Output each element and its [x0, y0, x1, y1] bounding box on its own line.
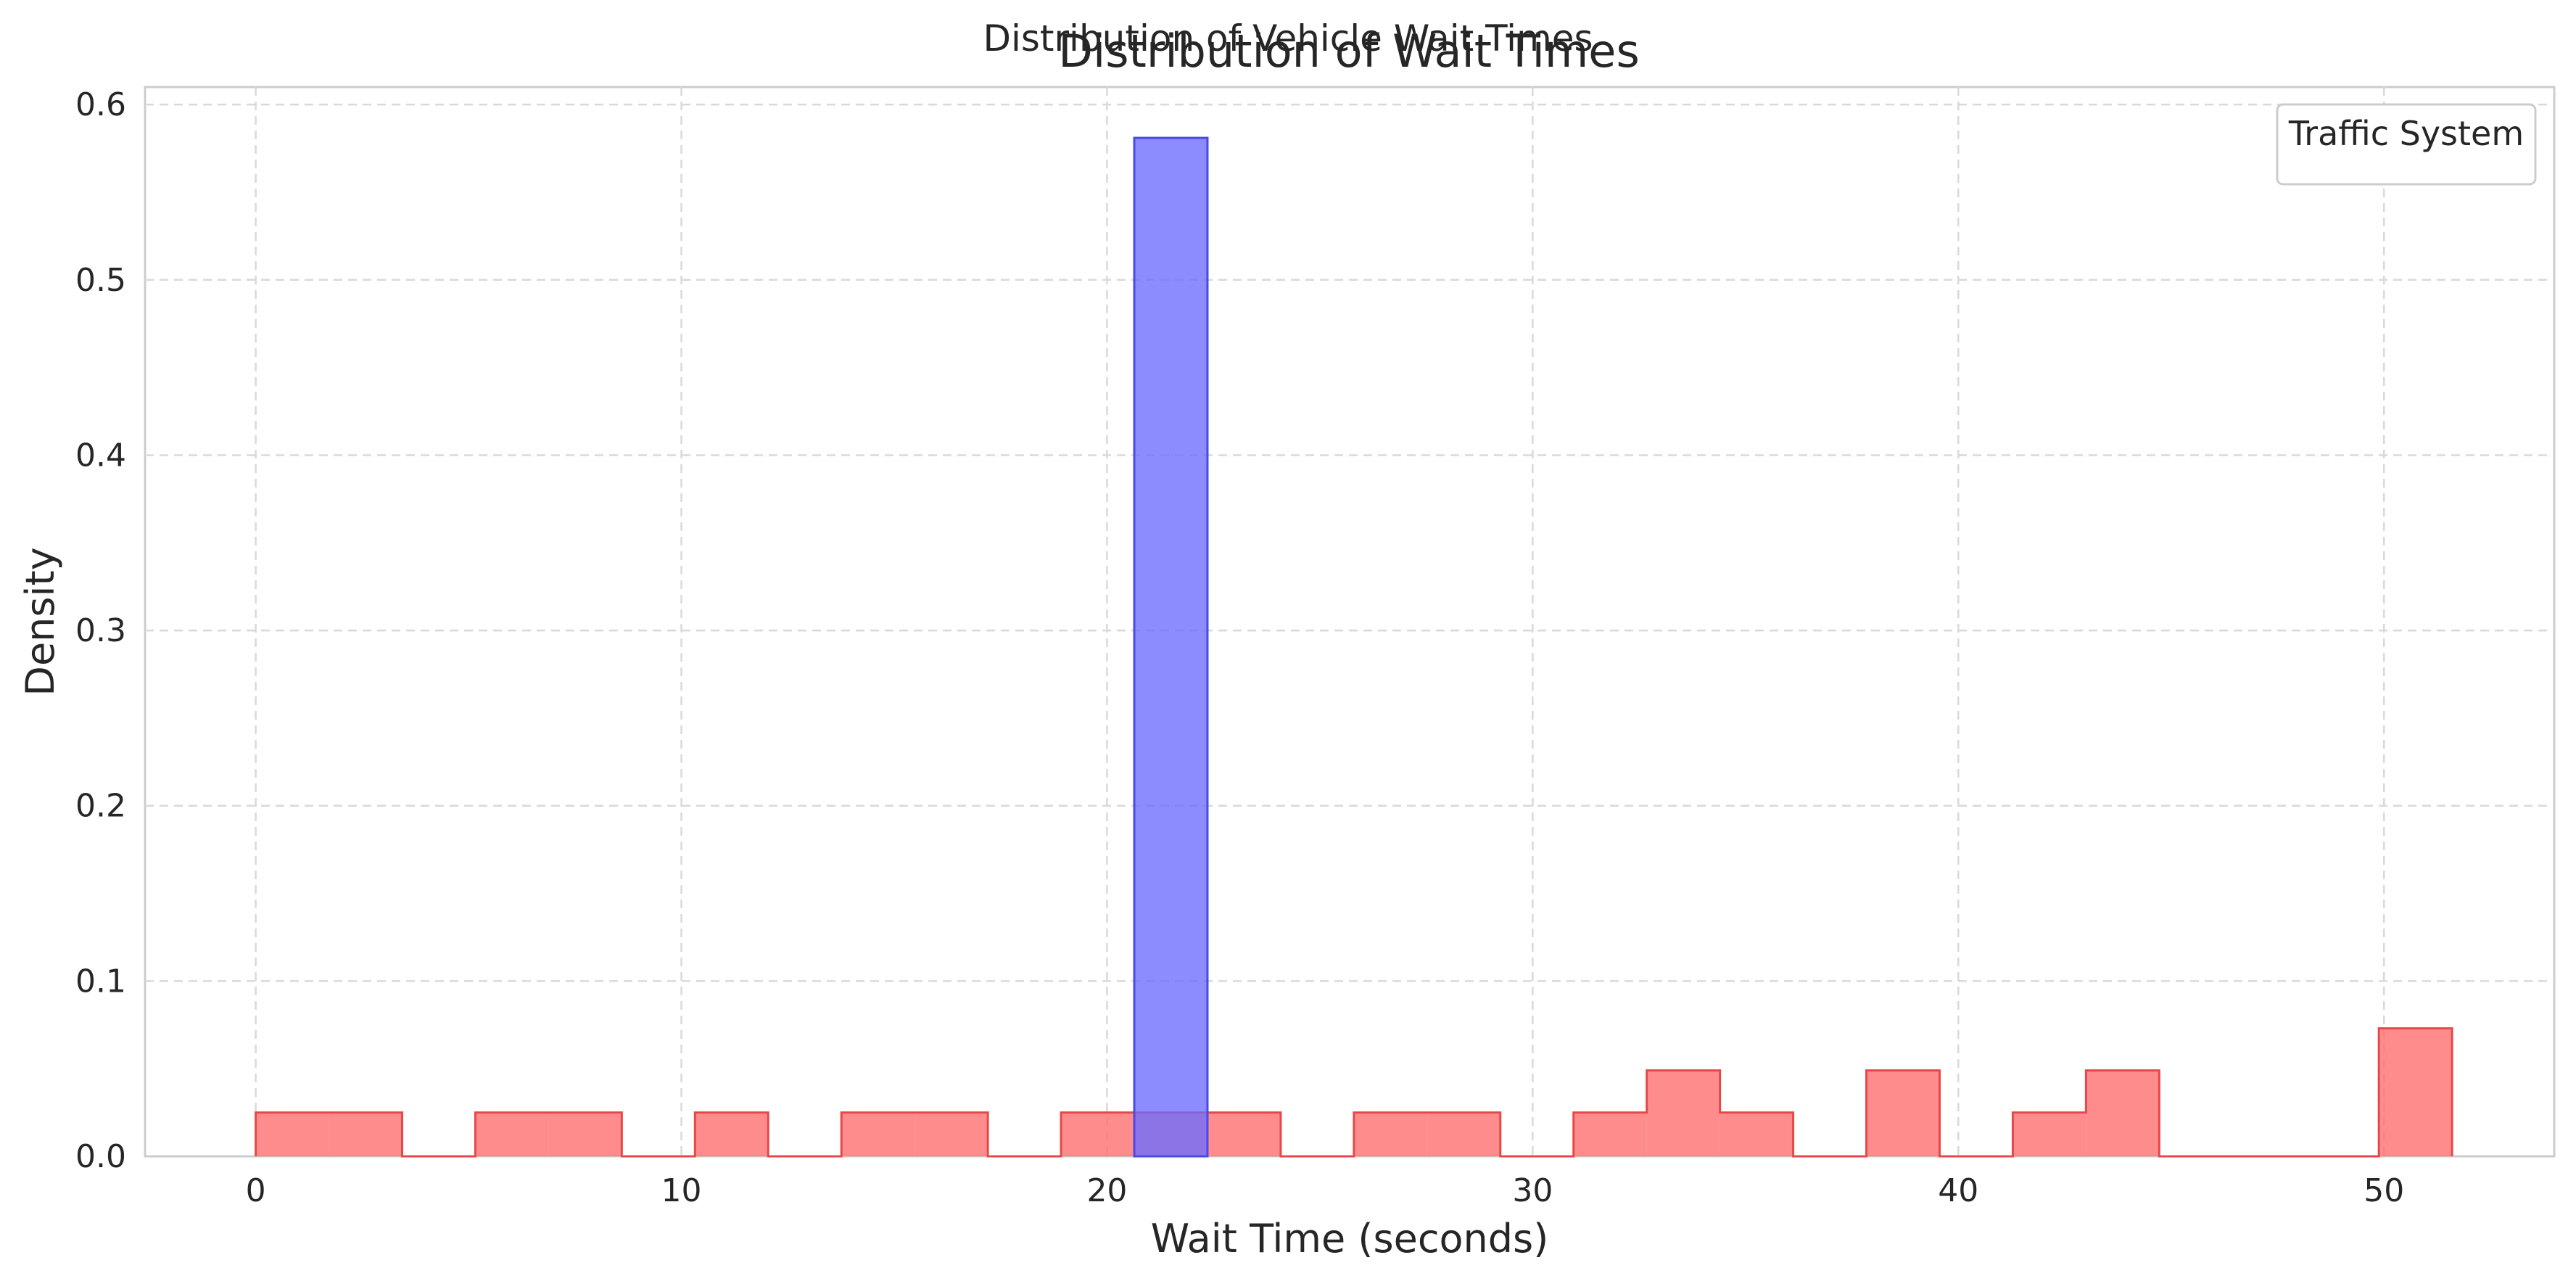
x-tick-label: 0	[246, 1172, 266, 1209]
x-tick-label: 40	[1938, 1172, 1978, 1209]
histogram-bin	[1720, 1112, 1793, 1156]
histogram-bin	[255, 1112, 329, 1156]
histogram-bin	[915, 1112, 988, 1156]
y-axis-label: Density	[17, 547, 63, 696]
histogram-bars	[255, 136, 2453, 1158]
histogram-outline	[255, 1027, 2453, 1158]
gridlines	[145, 87, 2554, 1156]
histogram-bin	[1573, 1112, 1647, 1156]
histogram-bin	[2086, 1070, 2160, 1156]
histogram-bin	[695, 1112, 769, 1156]
legend-box	[2276, 103, 2537, 186]
histogram-bin	[2379, 1028, 2453, 1156]
plot-area	[144, 86, 2556, 1158]
y-tick-labels: 0.0 0.1 0.2 0.3 0.4 0.5 0.6	[75, 86, 126, 1175]
histogram-bin	[2012, 1112, 2086, 1156]
x-tick-label: 30	[1512, 1172, 1553, 1209]
histogram-bin	[1353, 1112, 1427, 1156]
x-axis-label: Wait Time (seconds)	[1151, 1216, 1549, 1262]
histogram-bin	[1646, 1070, 1720, 1156]
histogram-bin	[329, 1112, 402, 1156]
y-tick-label: 0.4	[75, 437, 126, 474]
histogram-bin	[548, 1112, 622, 1156]
x-tick-label: 50	[2364, 1172, 2404, 1209]
histogram-bin	[1061, 1112, 1135, 1156]
y-tick-label: 0.6	[75, 86, 126, 123]
y-tick-label: 0.1	[75, 963, 126, 1000]
histogram-bin	[841, 1112, 915, 1156]
y-tick-label: 0.2	[75, 788, 126, 825]
histogram-bin	[1427, 1112, 1500, 1156]
y-tick-label: 0.3	[75, 612, 126, 649]
histogram-bar	[1133, 136, 1209, 1158]
x-tick-labels: 0 10 20 30 40 50	[246, 1172, 2405, 1209]
histogram-bin	[475, 1112, 549, 1156]
figure-suptitle: Distribution of Vehicle Wait Times	[983, 17, 1593, 59]
y-tick-label: 0.5	[75, 262, 126, 299]
histogram-bin	[1207, 1112, 1281, 1156]
histogram-bin	[1866, 1070, 1940, 1156]
legend: Traffic System	[2276, 103, 2537, 186]
y-tick-label: 0.0	[75, 1138, 126, 1175]
chart-title: Distribution of Wait Times	[1058, 25, 1640, 78]
legend-title: Traffic System	[2288, 114, 2524, 153]
x-tick-label: 10	[661, 1172, 702, 1209]
x-tick-label: 20	[1086, 1172, 1127, 1209]
